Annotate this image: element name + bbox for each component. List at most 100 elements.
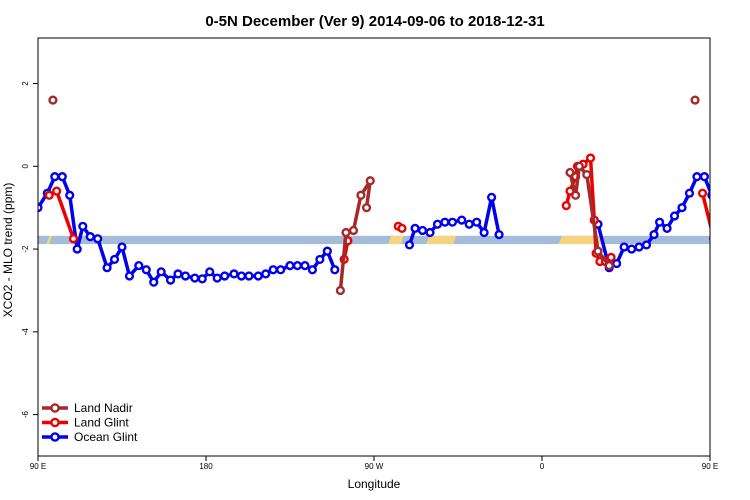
data-point: [472, 217, 482, 227]
data-point: [440, 217, 450, 227]
data-point: [699, 172, 710, 182]
data-point: [38, 203, 43, 213]
land-segment: [388, 235, 404, 245]
data-point: [268, 265, 278, 275]
plot-frame: [37, 37, 711, 457]
data-point: [654, 217, 665, 227]
data-point: [330, 265, 340, 275]
data-point: [585, 153, 596, 163]
data-point: [417, 225, 428, 236]
x-tick-label: 90 E: [702, 462, 718, 471]
data-point: [593, 246, 603, 256]
data-point: [236, 271, 247, 281]
data-point: [134, 261, 144, 271]
data-point: [57, 172, 67, 182]
data-point: [641, 240, 652, 250]
data-point: [52, 186, 62, 196]
series-line: [596, 174, 710, 270]
data-point: [582, 169, 592, 180]
legend-label: Land Glint: [74, 416, 129, 430]
data-point: [205, 267, 215, 277]
data-point: [261, 269, 271, 279]
legend-swatch-marker: [50, 432, 60, 442]
y-tick-label: -2: [21, 245, 30, 253]
data-point: [356, 190, 366, 200]
data-point: [156, 267, 166, 277]
data-point: [365, 176, 375, 186]
data-point: [574, 161, 584, 171]
land-segment: [426, 235, 457, 245]
data-point: [85, 232, 95, 242]
data-point: [72, 244, 82, 254]
land-segment: [558, 235, 604, 245]
data-point: [322, 246, 332, 256]
data-point: [561, 201, 571, 211]
data-point: [190, 273, 200, 283]
data-point: [78, 221, 88, 231]
data-point: [457, 215, 467, 225]
series-land-glint: [44, 153, 710, 267]
data-point: [677, 203, 687, 213]
y-tick-label: 2: [21, 81, 30, 86]
data-point: [93, 234, 103, 244]
data-point: [722, 223, 729, 230]
data-point: [425, 227, 435, 238]
y-axis: 2 0 -2 -4 -6: [21, 81, 38, 418]
data-point: [307, 265, 318, 275]
data-point: [669, 211, 680, 221]
data-point: [487, 192, 497, 202]
x-tick-label: 90 W: [365, 462, 384, 471]
data-point: [300, 261, 310, 271]
data-point: [736, 235, 743, 242]
data-point: [276, 265, 286, 275]
data-point: [619, 242, 629, 252]
data-point: [180, 271, 191, 281]
y-tick-label: -6: [21, 411, 30, 419]
data-point: [253, 271, 263, 281]
data-point: [612, 258, 622, 269]
land-segment: [718, 236, 724, 244]
legend-label: Ocean Glint: [74, 430, 138, 444]
data-point: [44, 190, 54, 200]
data-point: [141, 265, 151, 275]
data-point: [212, 273, 222, 283]
data-point: [109, 254, 120, 265]
data-point: [149, 277, 159, 287]
data-point: [117, 242, 127, 252]
data-point: [244, 271, 254, 281]
data-point: [626, 244, 637, 254]
data-point: [48, 95, 58, 105]
data-point: [292, 261, 303, 271]
data-point: [348, 225, 359, 236]
data-point: [229, 269, 239, 279]
data-point: [684, 188, 695, 198]
data-point: [173, 269, 183, 279]
data-point: [197, 274, 207, 284]
x-tick-label: 180: [199, 462, 213, 471]
data-point: [404, 240, 415, 250]
series-land-nadir: [48, 95, 700, 296]
x-axis-label: Longitude: [348, 477, 401, 491]
data-point: [697, 188, 708, 198]
data-point: [662, 223, 672, 233]
data-point: [604, 261, 614, 271]
y-axis-label: XCO2 - MLO trend (ppm): [1, 183, 15, 318]
data-point: [410, 223, 420, 233]
data-point: [729, 233, 736, 240]
series-ocean-glint: [38, 172, 750, 287]
data-point: [68, 234, 79, 244]
data-point: [50, 172, 60, 182]
legend-label: Land Nadir: [74, 401, 133, 415]
data-point: [397, 223, 407, 233]
data-point: [335, 285, 346, 296]
data-point: [746, 264, 750, 271]
x-tick-label: 90 E: [30, 462, 46, 471]
data-point: [692, 172, 702, 182]
data-point: [65, 190, 75, 200]
plot-content: [38, 95, 750, 296]
data-point: [479, 227, 489, 238]
x-axis: 90 E 180 90 W 0 90 E: [30, 456, 718, 471]
data-point: [709, 236, 710, 242]
chart-title: 0-5N December (Ver 9) 2014-09-06 to 2018…: [205, 13, 544, 30]
